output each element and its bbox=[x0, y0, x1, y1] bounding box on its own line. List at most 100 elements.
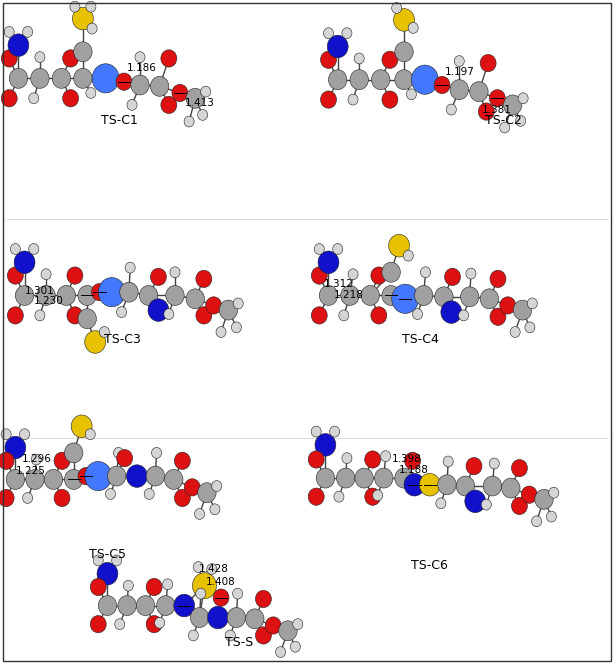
Text: 1.398: 1.398 bbox=[392, 454, 422, 465]
Circle shape bbox=[408, 23, 418, 33]
Circle shape bbox=[86, 88, 96, 98]
Circle shape bbox=[7, 307, 23, 324]
Text: TS-C5: TS-C5 bbox=[89, 548, 126, 561]
Circle shape bbox=[459, 310, 468, 321]
Circle shape bbox=[148, 299, 169, 321]
Circle shape bbox=[37, 286, 55, 305]
Circle shape bbox=[355, 468, 373, 488]
Circle shape bbox=[116, 73, 132, 90]
Circle shape bbox=[35, 310, 45, 321]
Circle shape bbox=[365, 488, 381, 505]
Circle shape bbox=[78, 467, 94, 485]
Circle shape bbox=[118, 596, 136, 616]
Circle shape bbox=[26, 469, 44, 489]
Circle shape bbox=[321, 91, 336, 108]
Circle shape bbox=[72, 7, 93, 30]
Circle shape bbox=[20, 429, 29, 440]
Circle shape bbox=[446, 104, 456, 115]
Circle shape bbox=[246, 609, 264, 629]
Circle shape bbox=[389, 234, 410, 257]
Circle shape bbox=[14, 251, 35, 274]
Circle shape bbox=[57, 286, 76, 305]
Circle shape bbox=[219, 300, 238, 320]
Circle shape bbox=[490, 308, 506, 325]
Circle shape bbox=[371, 70, 390, 90]
Circle shape bbox=[23, 493, 33, 503]
Circle shape bbox=[1, 90, 17, 107]
Circle shape bbox=[466, 457, 482, 475]
Circle shape bbox=[255, 627, 271, 644]
Circle shape bbox=[265, 617, 281, 634]
Circle shape bbox=[67, 267, 83, 284]
Circle shape bbox=[123, 580, 133, 591]
Circle shape bbox=[86, 1, 96, 12]
Circle shape bbox=[97, 562, 118, 585]
Circle shape bbox=[63, 90, 79, 107]
Text: 1.381: 1.381 bbox=[482, 105, 512, 116]
Text: 1.428: 1.428 bbox=[198, 564, 228, 574]
Circle shape bbox=[413, 309, 422, 319]
Circle shape bbox=[71, 415, 92, 438]
Circle shape bbox=[216, 327, 226, 337]
Circle shape bbox=[511, 459, 527, 477]
Circle shape bbox=[342, 28, 352, 39]
Circle shape bbox=[525, 322, 535, 333]
Circle shape bbox=[127, 100, 137, 110]
Circle shape bbox=[85, 331, 106, 353]
Circle shape bbox=[213, 589, 229, 606]
Circle shape bbox=[196, 307, 212, 324]
Circle shape bbox=[144, 489, 154, 499]
Circle shape bbox=[146, 466, 165, 486]
Text: 1.301: 1.301 bbox=[25, 286, 54, 296]
Circle shape bbox=[150, 268, 166, 286]
Circle shape bbox=[74, 42, 92, 62]
Circle shape bbox=[85, 461, 112, 491]
Circle shape bbox=[196, 270, 212, 288]
Circle shape bbox=[208, 606, 228, 629]
Circle shape bbox=[373, 490, 383, 501]
Circle shape bbox=[98, 596, 117, 616]
Circle shape bbox=[117, 450, 133, 467]
Circle shape bbox=[330, 426, 340, 437]
Circle shape bbox=[395, 468, 413, 488]
Circle shape bbox=[348, 269, 358, 280]
Circle shape bbox=[500, 122, 510, 133]
Circle shape bbox=[311, 426, 321, 437]
Circle shape bbox=[392, 3, 402, 13]
Circle shape bbox=[174, 489, 190, 507]
Circle shape bbox=[35, 52, 45, 62]
Circle shape bbox=[454, 56, 464, 66]
Circle shape bbox=[435, 287, 453, 307]
Circle shape bbox=[188, 630, 198, 641]
Circle shape bbox=[174, 452, 190, 469]
Circle shape bbox=[516, 116, 526, 126]
Circle shape bbox=[174, 594, 195, 617]
Text: 1.188: 1.188 bbox=[399, 465, 429, 475]
Circle shape bbox=[70, 1, 80, 12]
Circle shape bbox=[91, 284, 107, 301]
Circle shape bbox=[146, 578, 162, 596]
Circle shape bbox=[334, 491, 344, 502]
Circle shape bbox=[7, 267, 23, 284]
Circle shape bbox=[0, 452, 14, 469]
Circle shape bbox=[150, 76, 169, 96]
Circle shape bbox=[165, 469, 183, 489]
Circle shape bbox=[78, 286, 96, 305]
Circle shape bbox=[206, 297, 222, 314]
Circle shape bbox=[316, 468, 335, 488]
Circle shape bbox=[489, 90, 505, 107]
Text: 1.413: 1.413 bbox=[185, 98, 215, 108]
Circle shape bbox=[198, 110, 208, 120]
Text: TS-S: TS-S bbox=[225, 636, 254, 649]
Circle shape bbox=[311, 267, 327, 284]
Circle shape bbox=[503, 95, 522, 115]
Circle shape bbox=[152, 448, 161, 458]
Circle shape bbox=[135, 52, 145, 62]
Circle shape bbox=[210, 504, 220, 515]
Circle shape bbox=[371, 267, 387, 284]
Circle shape bbox=[67, 307, 83, 324]
Circle shape bbox=[361, 286, 379, 305]
Circle shape bbox=[41, 269, 51, 280]
Circle shape bbox=[521, 486, 537, 503]
Circle shape bbox=[98, 278, 125, 307]
